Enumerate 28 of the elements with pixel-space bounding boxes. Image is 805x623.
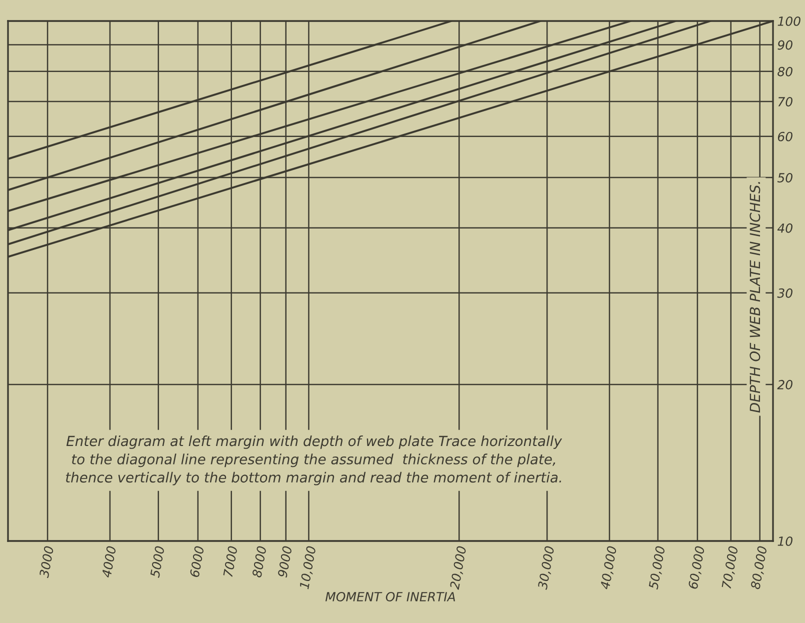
y-axis-title: DEPTH OF WEB PLATE IN INCHES. (750, 182, 760, 413)
x-tick-label: 30,000 (538, 546, 556, 590)
x-tick-label: 8000 (252, 546, 267, 578)
x-tick-label: 20,000 (450, 546, 468, 590)
y-tick-label: 40 (777, 223, 792, 233)
x-tick-label: 70,000 (722, 546, 740, 589)
x-tick-label: 3000 (39, 546, 54, 578)
y-tick-label: 20 (777, 380, 792, 390)
x-tick-label: 6000 (190, 546, 204, 578)
x-tick-label: 9000 (277, 546, 292, 578)
x-tick-label: 60,000 (688, 546, 706, 590)
x-axis-title: MOMENT OF INERTIA (325, 592, 456, 602)
x-tick-label: 10,000 (299, 546, 318, 590)
y-tick-label: 60 (778, 132, 792, 142)
x-tick-label: 80,000 (750, 546, 768, 590)
y-tick-label: 100 (778, 16, 800, 26)
x-tick-label: 5000 (150, 546, 165, 578)
y-tick-label: 70 (778, 97, 792, 106)
annotation: Enter diagram at left margin with depth of web plate Trace horizontally to the diagonal line representing the assumed thickness of the plate, thence vertically to the bottom margin and read the moment of inertia. (66, 435, 562, 486)
x-tick-label: 40,000 (600, 546, 618, 590)
x-tick-label: 50,000 (648, 546, 666, 590)
y-tick-label: 80 (778, 66, 792, 76)
y-tick-label: 30 (777, 288, 792, 298)
x-tick-label: 7000 (223, 546, 238, 578)
x-tick-label: 4000 (102, 546, 116, 578)
y-tick-label: 50 (777, 173, 792, 182)
y-tick-label: 90 (778, 40, 792, 50)
y-tick-label: 10 (778, 536, 792, 546)
